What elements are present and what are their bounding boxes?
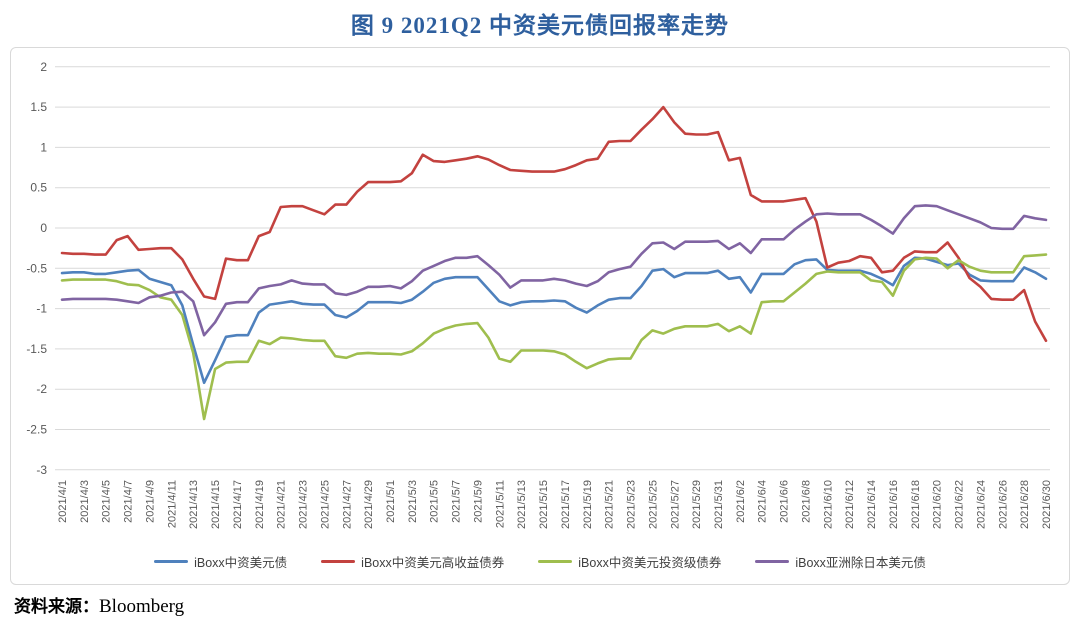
source-value: Bloomberg [99, 596, 185, 617]
x-axis-tick-label: 2021/5/31 [713, 480, 725, 529]
y-axis-tick-label: -2.5 [26, 423, 47, 437]
x-axis-tick-label: 2021/4/29 [363, 480, 375, 529]
legend-item: iBoxx中资美元债 [154, 552, 287, 571]
x-axis-tick-label: 2021/5/5 [429, 480, 441, 523]
series-line [60, 105, 1048, 343]
x-axis-tick-label: 2021/5/23 [626, 480, 638, 529]
x-axis-tick-label: 2021/4/21 [276, 480, 288, 529]
x-axis-tick-label: 2021/4/27 [341, 480, 353, 529]
x-axis-tick-label: 2021/5/25 [647, 480, 659, 529]
y-axis-tick-label: -2 [36, 382, 47, 396]
x-axis-tick-label: 2021/4/3 [79, 480, 91, 523]
y-axis-tick-label: -1.5 [26, 342, 47, 356]
source-note: 资料来源：Bloomberg [14, 592, 184, 618]
legend-item: iBoxx中资美元投资级债券 [538, 552, 721, 571]
x-axis-tick-label: 2021/6/30 [1041, 480, 1053, 529]
x-axis-tick-label: 2021/5/19 [582, 480, 594, 529]
legend-label: iBoxx中资美元高收益债券 [361, 556, 505, 570]
x-axis-tick-label: 2021/5/17 [560, 480, 572, 529]
chart-frame [10, 47, 1070, 585]
x-axis-tick-label: 2021/5/15 [538, 480, 550, 529]
source-label: 资料来源： [14, 597, 99, 616]
x-axis-tick-label: 2021/5/29 [691, 480, 703, 529]
y-axis-tick-label: 0.5 [30, 181, 47, 195]
x-axis-tick-label: 2021/6/18 [910, 480, 922, 529]
y-axis-tick-label: 1.5 [30, 100, 47, 114]
x-axis-tick-label: 2021/4/9 [144, 480, 156, 523]
y-axis-tick-label: 1 [40, 140, 47, 154]
x-axis-tick-label: 2021/4/7 [123, 480, 135, 523]
chart-title: 图 9 2021Q2 中资美元债回报率走势 [350, 13, 730, 38]
x-axis-tick-label: 2021/4/5 [101, 480, 113, 523]
x-axis-tick-label: 2021/6/2 [735, 480, 747, 523]
x-axis-tick-label: 2021/5/1 [385, 480, 397, 523]
purple-line-marker-icon [755, 560, 790, 563]
x-axis-tick-label: 2021/6/4 [757, 480, 769, 523]
x-axis-tick-label: 2021/5/13 [516, 480, 528, 529]
x-axis-tick-label: 2021/4/23 [298, 480, 310, 529]
x-axis-tick-label: 2021/5/11 [494, 480, 506, 528]
x-axis-tick-label: 2021/4/1 [57, 480, 69, 523]
x-axis-tick-label: 2021/5/7 [451, 480, 463, 523]
chart-legend: iBoxx中资美元债 iBoxx中资美元高收益债券 iBoxx中资美元投资级债券… [0, 552, 1080, 571]
x-axis-tick-label: 2021/4/17 [232, 480, 244, 529]
legend-label: iBoxx中资美元债 [194, 556, 288, 570]
x-axis-tick-label: 2021/5/3 [407, 480, 419, 523]
x-axis-tick-label: 2021/6/16 [888, 480, 900, 529]
x-axis-tick-label: 2021/6/12 [844, 480, 856, 529]
x-axis-tick-label: 2021/4/13 [188, 480, 200, 529]
x-axis-tick-label: 2021/6/26 [997, 480, 1009, 529]
x-axis-tick-label: 2021/6/28 [1019, 480, 1031, 529]
y-axis-tick-label: -0.5 [26, 261, 47, 275]
legend-item: iBoxx亚洲除日本美元债 [755, 552, 926, 571]
x-axis-tick-label: 2021/6/8 [800, 480, 812, 523]
x-axis-tick-label: 2021/6/6 [779, 480, 791, 523]
x-axis-tick-label: 2021/4/25 [319, 480, 331, 529]
x-axis-tick-label: 2021/4/15 [210, 480, 222, 529]
x-axis-tick-label: 2021/5/27 [669, 480, 681, 529]
x-axis-tick-label: 2021/6/14 [866, 480, 878, 529]
y-axis-tick-label: -1 [36, 302, 47, 316]
series-line [60, 253, 1048, 421]
x-axis-tick-label: 2021/5/9 [472, 480, 484, 523]
red-line-marker-icon [321, 560, 356, 563]
y-axis-tick-label: -3 [36, 463, 47, 477]
series-line [60, 256, 1048, 385]
series-line [60, 204, 1048, 337]
legend-item: iBoxx中资美元高收益债券 [321, 552, 504, 571]
x-axis-tick-label: 2021/6/10 [822, 480, 834, 529]
legend-label: iBoxx亚洲除日本美元债 [795, 556, 926, 570]
green-line-marker-icon [538, 560, 573, 563]
x-axis-tick-label: 2021/4/11 [166, 480, 178, 528]
blue-line-marker-icon [154, 560, 189, 563]
x-axis-tick-label: 2021/5/21 [604, 480, 616, 529]
x-axis-tick-label: 2021/6/24 [975, 480, 987, 529]
x-axis-tick-label: 2021/6/22 [954, 480, 966, 529]
x-axis-tick-label: 2021/4/19 [254, 480, 266, 529]
y-axis-tick-label: 2 [40, 60, 47, 74]
x-axis-tick-label: 2021/6/20 [932, 480, 944, 529]
y-axis-tick-label: 0 [40, 221, 47, 235]
legend-label: iBoxx中资美元投资级债券 [578, 556, 722, 570]
